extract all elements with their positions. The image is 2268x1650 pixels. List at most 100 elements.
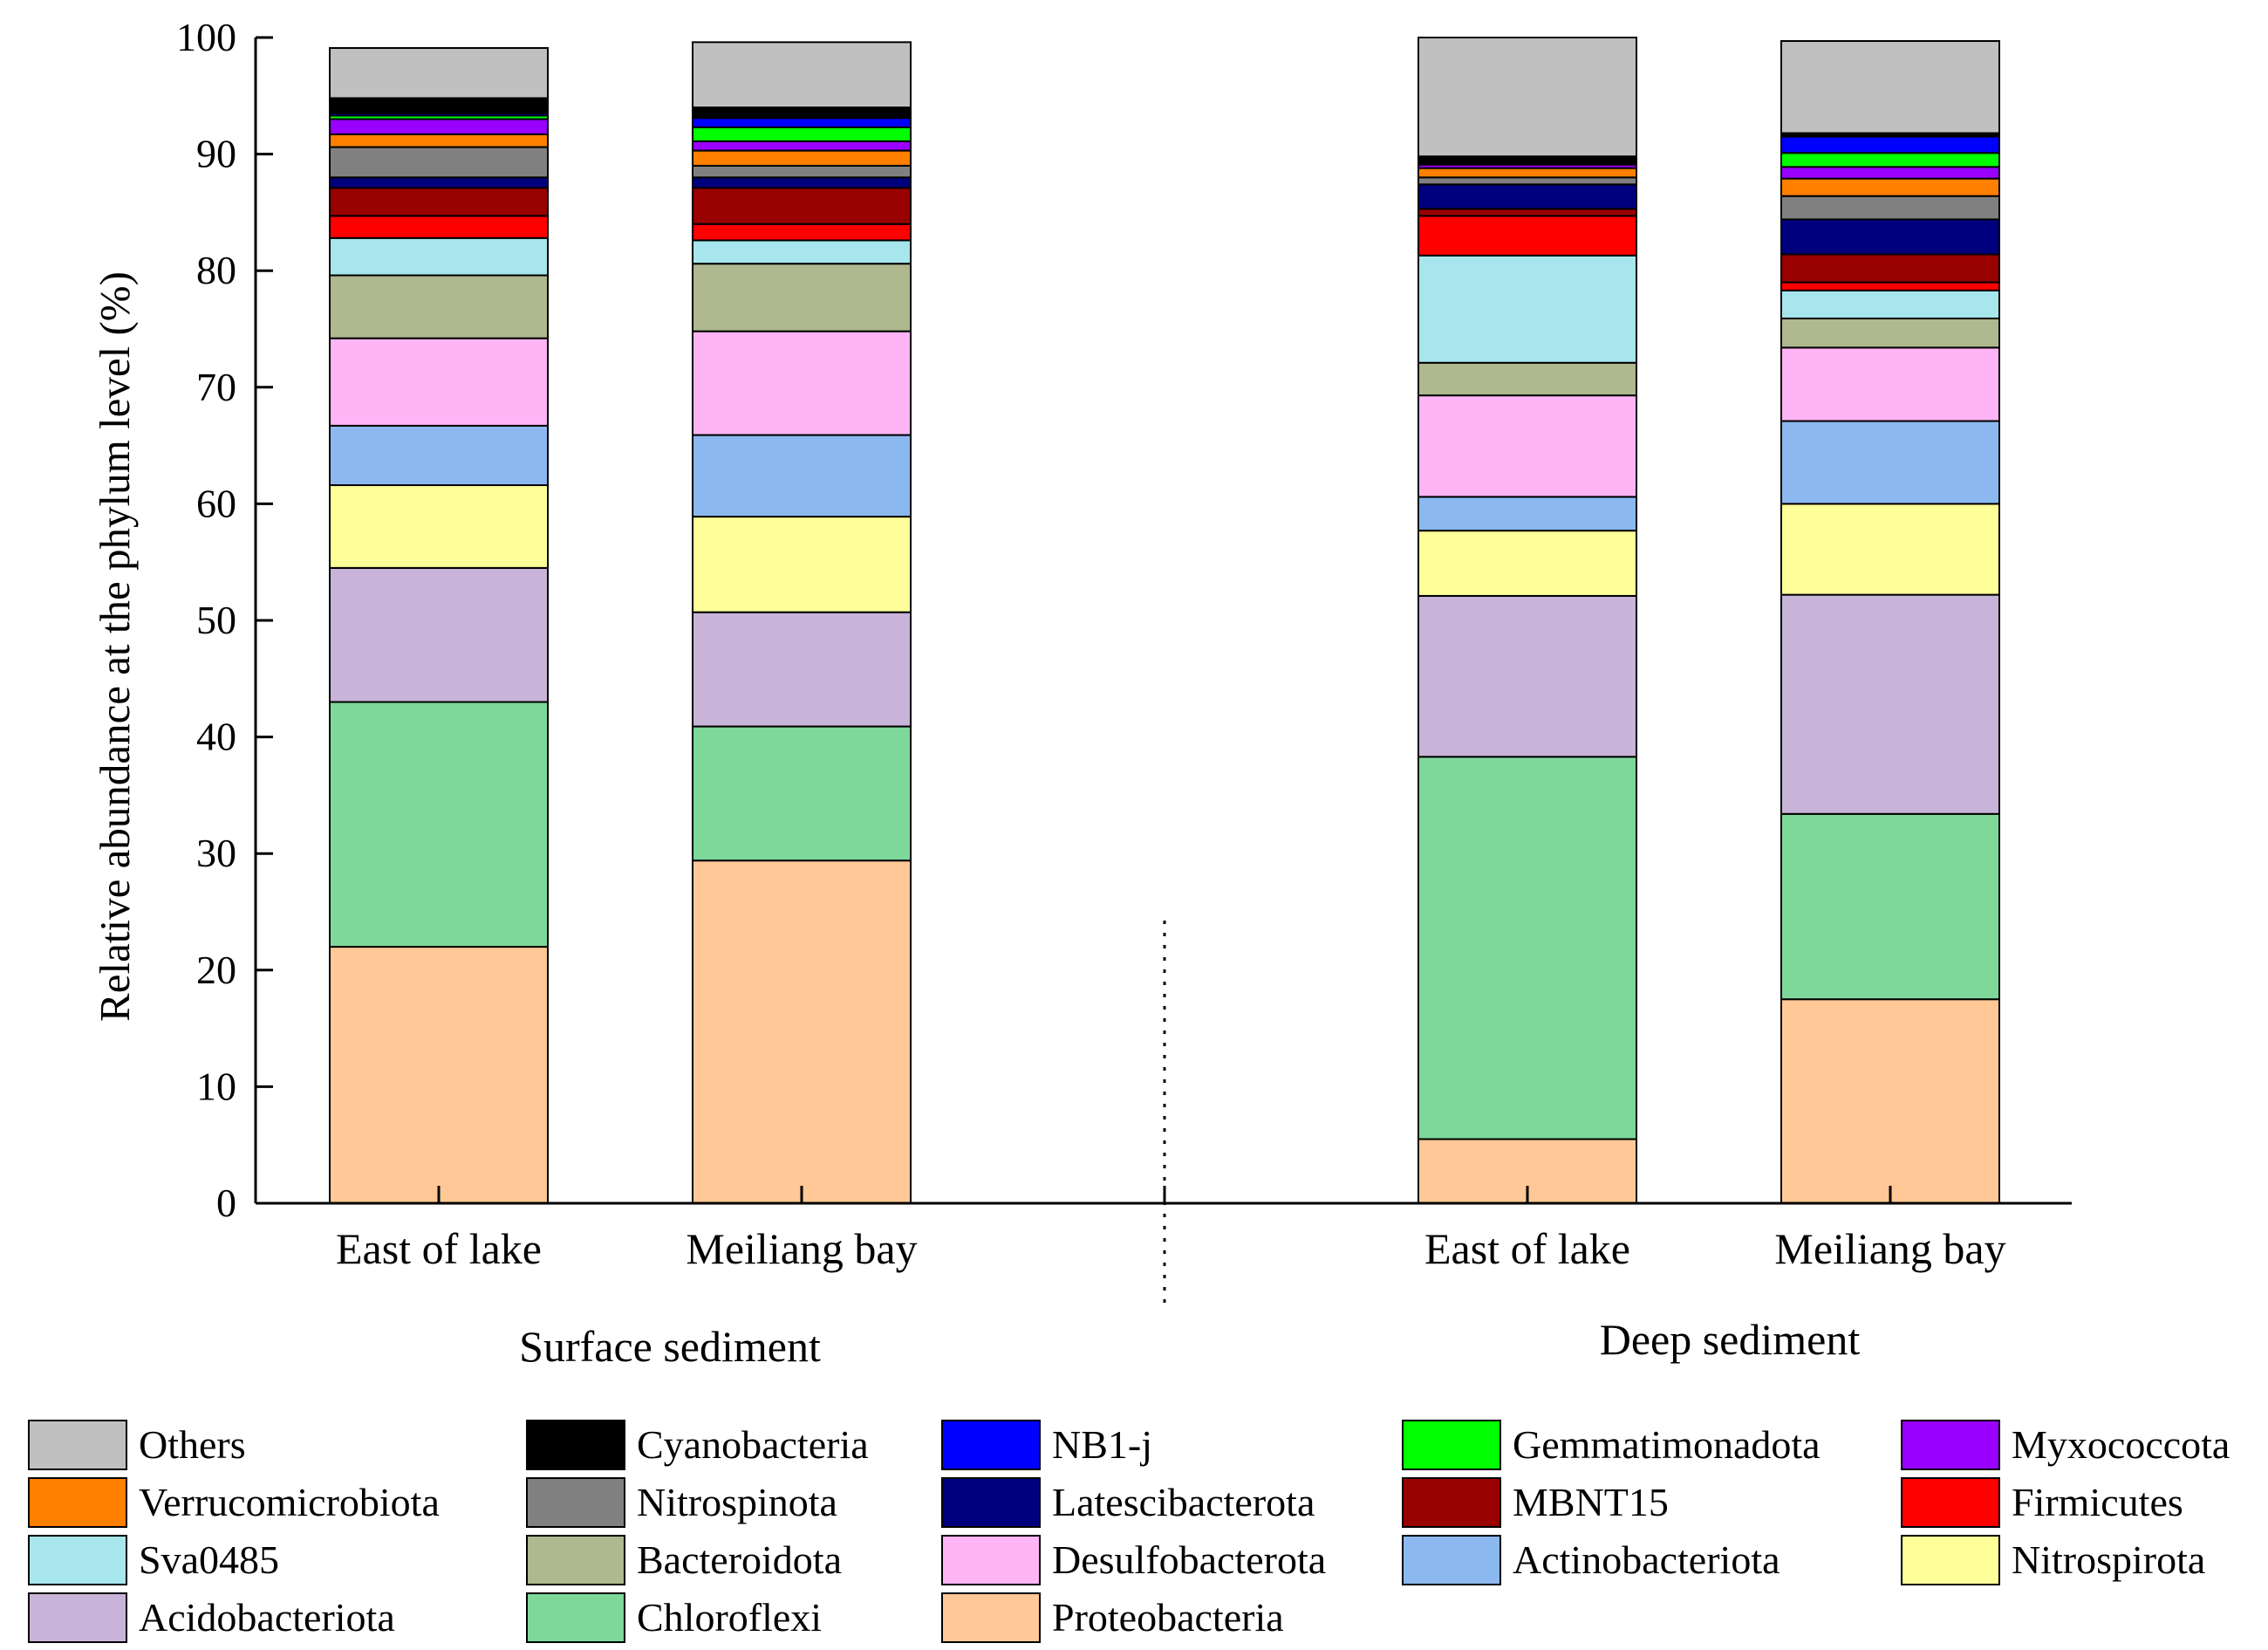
bar-segment-nitrospirota bbox=[1780, 503, 2000, 596]
bar-segment-gemmatimonadota bbox=[692, 126, 912, 142]
y-tick-label: 80 bbox=[196, 248, 236, 292]
bar-segment-verrucomicrobiota bbox=[1780, 177, 2000, 197]
bar-segment-chloroflexi bbox=[1418, 756, 1637, 1140]
bar-segment-gemmatimonadota bbox=[1780, 152, 2000, 168]
bar-segment-bacteroidota bbox=[329, 274, 549, 339]
legend-label-mbnt15: MBNT15 bbox=[1513, 1480, 1669, 1524]
bar-segment-nitrospirota bbox=[692, 516, 912, 613]
y-tick-label: 70 bbox=[196, 365, 236, 409]
legend-label-myxococcota: Myxococcota bbox=[2012, 1422, 2230, 1467]
bar-segment-actinobacteriota bbox=[1780, 420, 2000, 505]
legend-swatch-gemmatimonadota bbox=[1402, 1420, 1501, 1470]
bar-segment-desulfobacterota bbox=[1780, 346, 2000, 422]
bar-segment-others bbox=[1780, 40, 2000, 134]
legend-swatch-bacteroidota bbox=[526, 1535, 625, 1585]
y-tick-label: 10 bbox=[196, 1064, 236, 1108]
legend-swatch-sva0485 bbox=[28, 1535, 127, 1585]
bar-segment-chloroflexi bbox=[692, 725, 912, 862]
legend-label-acidobacteriota: Acidobacteriota bbox=[139, 1595, 395, 1640]
bar-segment-others bbox=[329, 47, 549, 99]
bar-segment-proteobacteria bbox=[1780, 998, 2000, 1204]
bar-segment-firmicutes bbox=[329, 215, 549, 239]
bar-segment-acidobacteriota bbox=[692, 611, 912, 728]
bar-segment-actinobacteriota bbox=[692, 434, 912, 518]
legend-label-firmicutes: Firmicutes bbox=[2012, 1480, 2183, 1524]
legend-label-chloroflexi: Chloroflexi bbox=[637, 1595, 822, 1640]
bar-segment-acidobacteriota bbox=[329, 566, 549, 703]
bar-segment-actinobacteriota bbox=[329, 424, 549, 487]
bar-segment-proteobacteria bbox=[692, 859, 912, 1204]
x-category-label: East of lake bbox=[1424, 1224, 1630, 1273]
legend-label-proteobacteria: Proteobacteria bbox=[1052, 1595, 1284, 1640]
bar-segment-myxococcota bbox=[692, 140, 912, 152]
bar-segment-bacteroidota bbox=[692, 263, 912, 332]
bar-segment-mbnt15 bbox=[329, 187, 549, 217]
legend-label-nb1-j: NB1-j bbox=[1052, 1422, 1152, 1467]
bar-segment-nitrospirota bbox=[1418, 530, 1637, 597]
legend-swatch-nitrospirota bbox=[1901, 1535, 2000, 1585]
legend-label-cyanobacteria: Cyanobacteria bbox=[637, 1422, 869, 1467]
legend-label-nitrospinota: Nitrospinota bbox=[637, 1480, 837, 1524]
x-category-label: Meiliang bay bbox=[1774, 1224, 2005, 1273]
legend-label-bacteroidota: Bacteroidota bbox=[637, 1537, 842, 1582]
y-tick-label: 90 bbox=[196, 132, 236, 176]
legend-swatch-firmicutes bbox=[1901, 1477, 2000, 1528]
legend-label-actinobacteriota: Actinobacteriota bbox=[1513, 1537, 1780, 1582]
bars-layer bbox=[329, 37, 2000, 1205]
bar-segment-acidobacteriota bbox=[1418, 594, 1637, 758]
y-tick-label: 50 bbox=[196, 598, 236, 642]
bar-segment-latescibacterota bbox=[692, 176, 912, 189]
bar-segment-nitrospirota bbox=[329, 484, 549, 569]
bar-segment-firmicutes bbox=[1418, 215, 1637, 257]
y-tick-label: 20 bbox=[196, 948, 236, 992]
legend-swatch-chloroflexi bbox=[526, 1592, 625, 1643]
bar-segment-acidobacteriota bbox=[1780, 593, 2000, 815]
legend-label-verrucomicrobiota: Verrucomicrobiota bbox=[139, 1480, 440, 1524]
legend-swatch-myxococcota bbox=[1901, 1420, 2000, 1470]
bar-segment-myxococcota bbox=[329, 118, 549, 135]
legend-swatch-nb1-j bbox=[941, 1420, 1041, 1470]
legend-swatch-nitrospinota bbox=[526, 1477, 625, 1528]
bar-segment-sva0485 bbox=[692, 239, 912, 265]
legend-swatch-verrucomicrobiota bbox=[28, 1477, 127, 1528]
bar-segment-desulfobacterota bbox=[1418, 394, 1637, 498]
legend-swatch-desulfobacterota bbox=[941, 1535, 1041, 1585]
bar-segment-chloroflexi bbox=[329, 701, 549, 948]
bar-segment-verrucomicrobiota bbox=[1418, 167, 1637, 179]
group-label: Deep sediment bbox=[1600, 1315, 1861, 1364]
legend: Others Cyanobacteria NB1-j Gemmatimonadota M… bbox=[28, 1420, 2230, 1643]
legend-label-others: Others bbox=[139, 1422, 246, 1467]
y-axis-title: Relative abundance at the phylum level (… bbox=[91, 271, 139, 1022]
labels-layer: 0 10 20 30 40 50 60 70 80 90 100 East of lake Meilia… bbox=[91, 15, 2006, 1371]
bar-segment-mbnt15 bbox=[1780, 253, 2000, 284]
bar-segment-firmicutes bbox=[692, 223, 912, 242]
legend-label-latescibacterota: Latescibacterota bbox=[1052, 1480, 1315, 1524]
y-tick-label: 30 bbox=[196, 831, 236, 875]
bar-segment-cyanobacteria bbox=[1418, 155, 1637, 163]
bar-segment-nitrospinota bbox=[1418, 176, 1637, 186]
bar-segment-desulfobacterota bbox=[692, 330, 912, 436]
bar-segment-bacteroidota bbox=[1418, 361, 1637, 397]
bar-segment-nitrospinota bbox=[692, 164, 912, 179]
legend-label-desulfobacterota: Desulfobacterota bbox=[1052, 1537, 1326, 1582]
x-category-label: Meiliang bay bbox=[686, 1224, 917, 1273]
bar-segment-sva0485 bbox=[329, 236, 549, 277]
legend-swatch-cyanobacteria bbox=[526, 1420, 625, 1470]
legend-swatch-mbnt15 bbox=[1402, 1477, 1501, 1528]
legend-label-gemmatimonadota: Gemmatimonadota bbox=[1513, 1422, 1821, 1467]
bar-segment-latescibacterota bbox=[1418, 183, 1637, 210]
bar-segment-latescibacterota bbox=[1780, 218, 2000, 256]
bar-segment-desulfobacterota bbox=[329, 337, 549, 427]
bar-segment-nb1-j bbox=[692, 117, 912, 128]
y-tick-label: 60 bbox=[196, 481, 236, 525]
bar-segment-nitrospinota bbox=[329, 146, 549, 179]
bar-segment-sva0485 bbox=[1780, 289, 2000, 319]
legend-label-sva0485: Sva0485 bbox=[139, 1537, 279, 1582]
bar-segment-cyanobacteria bbox=[692, 106, 912, 120]
bar-segment-cyanobacteria bbox=[329, 97, 549, 114]
y-tick-label: 0 bbox=[216, 1181, 236, 1225]
legend-swatch-actinobacteriota bbox=[1402, 1535, 1501, 1585]
bar-segment-verrucomicrobiota bbox=[329, 133, 549, 148]
bar-segment-nitrospinota bbox=[1780, 195, 2000, 221]
